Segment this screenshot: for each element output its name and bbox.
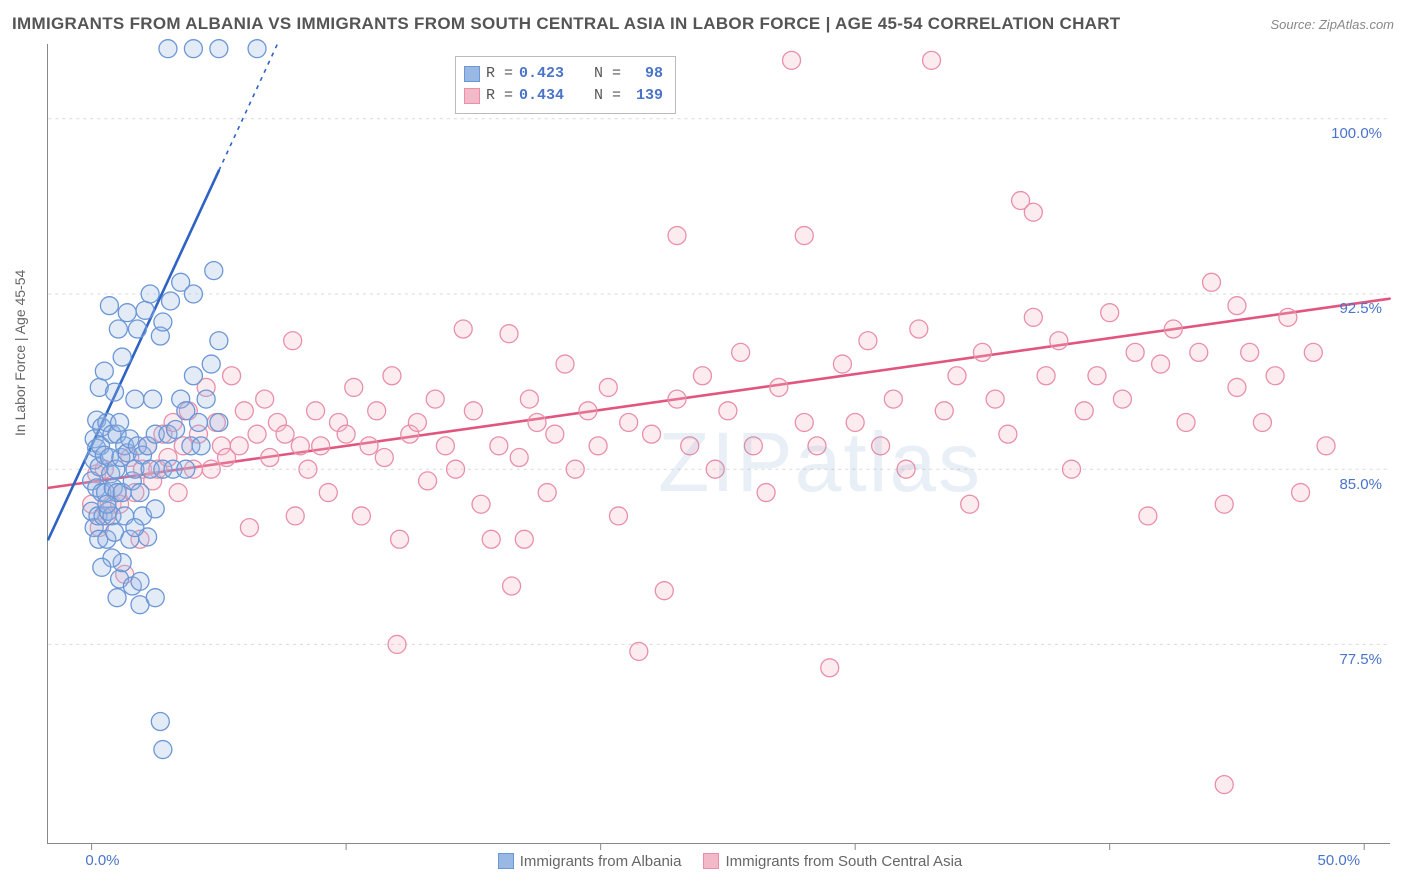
stat-r-value: 0.434 — [519, 85, 564, 107]
series-legend: Immigrants from Albania Immigrants from S… — [48, 853, 1390, 870]
y-tick-label: 77.5% — [1339, 651, 1382, 668]
plot-area: ZIPatlas 100.0%92.5%85.0%77.5% 0.0%50.0%… — [47, 44, 1390, 844]
y-tick-label: 92.5% — [1339, 300, 1382, 317]
legend-swatch — [498, 853, 514, 869]
stats-legend-row: R = 0.423 N = 98 — [464, 63, 663, 85]
stat-r-value: 0.423 — [519, 63, 564, 85]
source-attribution: Source: ZipAtlas.com — [1270, 17, 1394, 32]
legend-series-label: Immigrants from South Central Asia — [725, 853, 962, 870]
legend-swatch — [464, 66, 480, 82]
legend-series-label: Immigrants from Albania — [520, 853, 682, 870]
legend-swatch — [703, 853, 719, 869]
stat-n-label: N = — [594, 85, 621, 107]
y-tick-label: 85.0% — [1339, 476, 1382, 493]
chart-title: IMMIGRANTS FROM ALBANIA VS IMMIGRANTS FR… — [12, 14, 1121, 34]
stat-n-label: N = — [594, 63, 621, 85]
y-tick-label: 100.0% — [1331, 125, 1382, 142]
scatter-svg — [48, 44, 1390, 843]
stats-legend-row: R = 0.434 N = 139 — [464, 85, 663, 107]
stat-r-label: R = — [486, 85, 513, 107]
stat-n-value: 98 — [627, 63, 663, 85]
legend-swatch — [464, 88, 480, 104]
stat-r-label: R = — [486, 63, 513, 85]
y-axis-label: In Labor Force | Age 45-54 — [12, 270, 28, 436]
stats-legend-box: R = 0.423 N = 98 R = 0.434 N = 139 — [455, 56, 676, 114]
stat-n-value: 139 — [627, 85, 663, 107]
